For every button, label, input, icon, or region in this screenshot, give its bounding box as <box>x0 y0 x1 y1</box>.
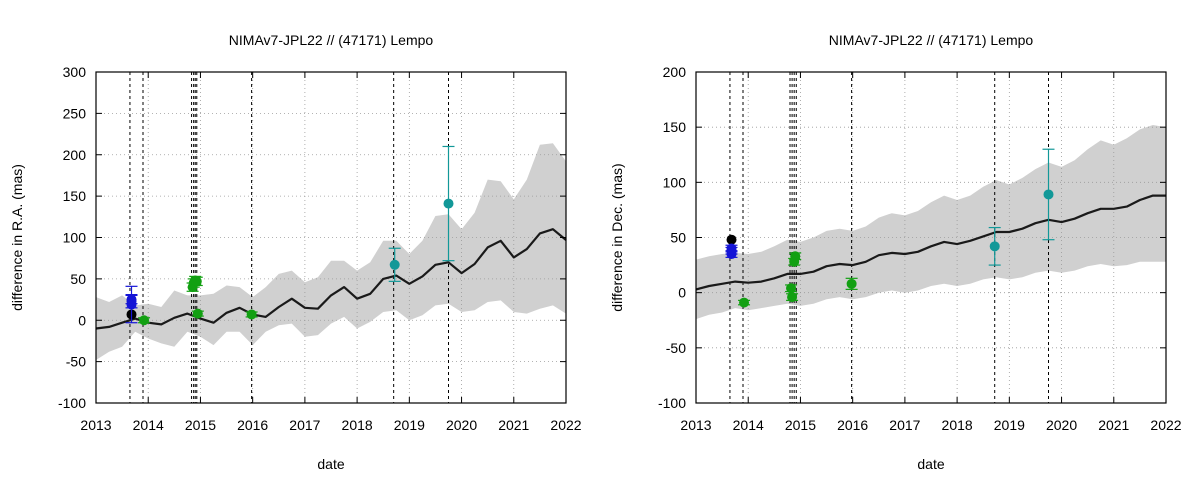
x-axis-label: date <box>317 456 344 472</box>
model-line <box>95 228 567 330</box>
data-point-green <box>790 251 801 262</box>
data-point-teal <box>1043 189 1054 200</box>
x-tick-label: 2019 <box>394 417 425 433</box>
y-tick-label: 150 <box>663 119 687 135</box>
data-point-blue <box>126 294 137 305</box>
y-tick-label: -100 <box>58 395 86 411</box>
chart-title: NIMAv7-JPL22 // (47171) Lempo <box>829 32 1034 48</box>
x-tick-label: 2013 <box>680 417 711 433</box>
uncertainty-band <box>696 125 1166 320</box>
y-tick-label: 200 <box>663 64 687 80</box>
y-tick-label: 250 <box>63 105 87 121</box>
x-tick-label: 2013 <box>80 417 111 433</box>
y-tick-label: 100 <box>663 174 687 190</box>
x-tick-label: 2021 <box>1098 417 1129 433</box>
y-tick-label: -50 <box>666 340 686 356</box>
y-tick-label: 50 <box>670 230 686 246</box>
chart-2: NIMAv7-JPL22 // (47171) Lempo -100 -50 0 50 1… <box>609 32 1182 472</box>
data-point-blue <box>726 243 737 254</box>
y-axis-label: difference in R.A. (mas) <box>9 164 25 311</box>
data-point-teal <box>389 259 400 270</box>
x-tick-label: 2016 <box>237 417 268 433</box>
y-tick-label: 300 <box>63 64 87 80</box>
x-tick-label: 2015 <box>185 417 216 433</box>
chart-1: NIMAv7-JPL22 // (47171) Lempo -100 -50 0 50 1… <box>9 32 582 472</box>
data-point-green <box>787 292 798 303</box>
x-tick-label: 2017 <box>289 417 320 433</box>
x-tick-label: 2018 <box>342 417 373 433</box>
model-line <box>695 194 1166 291</box>
x-tick-label: 2014 <box>133 417 164 433</box>
data-point-green <box>739 297 750 308</box>
x-tick-label: 2020 <box>446 417 477 433</box>
data-point-teal <box>989 241 1000 252</box>
y-tick-label: 100 <box>63 230 87 246</box>
x-axis-label: date <box>917 456 944 472</box>
x-tick-label: 2021 <box>498 417 529 433</box>
y-tick-label: 200 <box>63 147 87 163</box>
data-point-teal <box>443 198 454 209</box>
x-tick-label: 2020 <box>1046 417 1077 433</box>
x-tick-label: 2022 <box>550 417 581 433</box>
data-point-green <box>192 308 203 319</box>
y-tick-label: -50 <box>66 354 86 370</box>
data-point-green <box>191 276 202 287</box>
data-point-black <box>726 234 737 245</box>
data-point-green <box>246 309 257 320</box>
x-tick-label: 2015 <box>785 417 816 433</box>
x-tick-label: 2016 <box>837 417 868 433</box>
x-tick-label: 2014 <box>733 417 764 433</box>
y-axis-label: difference in Dec. (mas) <box>609 163 625 311</box>
chart-title: NIMAv7-JPL22 // (47171) Lempo <box>229 32 434 48</box>
y-tick-label: 0 <box>78 312 86 328</box>
x-tick-label: 2022 <box>1150 417 1181 433</box>
data-point-green <box>846 278 857 289</box>
x-tick-label: 2019 <box>994 417 1025 433</box>
y-tick-label: 50 <box>70 271 86 287</box>
x-tick-label: 2017 <box>889 417 920 433</box>
y-tick-label: 0 <box>678 285 686 301</box>
data-point-green <box>786 283 797 294</box>
x-tick-label: 2018 <box>942 417 973 433</box>
y-tick-label: 150 <box>63 188 87 204</box>
y-tick-label: -100 <box>658 395 686 411</box>
data-point-green <box>139 315 150 326</box>
uncertainty-band <box>96 143 566 360</box>
